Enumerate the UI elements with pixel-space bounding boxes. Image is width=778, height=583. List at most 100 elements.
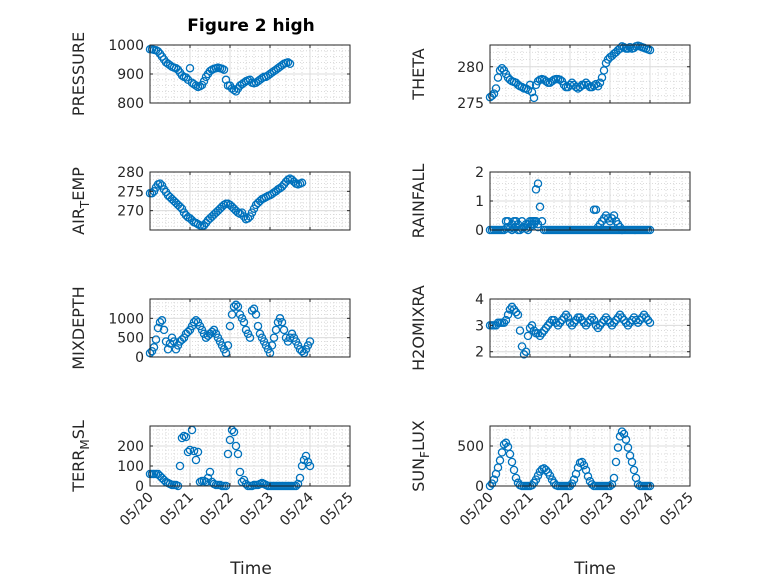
data-point xyxy=(533,471,543,480)
data-point xyxy=(527,87,537,97)
data-point xyxy=(645,318,655,327)
data-point xyxy=(535,202,545,212)
data-point xyxy=(585,315,595,325)
data-point xyxy=(501,315,511,325)
y-tick-label: 1000 xyxy=(108,38,144,54)
data-point xyxy=(229,85,239,95)
y-axis-label-rainfall: RAINFALL xyxy=(409,164,428,239)
y-tick-label: 500 xyxy=(457,439,484,455)
y-tick-label: 275 xyxy=(117,184,144,200)
data-point xyxy=(567,479,577,488)
data-point xyxy=(267,341,277,350)
data-point xyxy=(205,467,215,477)
data-point xyxy=(633,480,643,489)
y-axis-label-theta: THETA xyxy=(409,48,428,100)
y-tick-label: 0 xyxy=(135,479,144,495)
data-point xyxy=(155,317,165,327)
data-point xyxy=(155,179,165,188)
data-point xyxy=(513,310,523,320)
data-point xyxy=(219,65,229,74)
y-axis-label-terr-msl: TERRMSL xyxy=(69,420,92,493)
data-point xyxy=(601,313,611,322)
data-point xyxy=(283,58,293,67)
data-point xyxy=(527,480,537,490)
data-point xyxy=(243,214,253,223)
data-point xyxy=(541,77,551,86)
data-point xyxy=(223,449,233,459)
data-point xyxy=(271,325,281,335)
y-tick-label: 1000 xyxy=(108,311,144,327)
data-point xyxy=(191,316,201,325)
data-point xyxy=(233,449,243,459)
subplot-rainfall: 0 1 2 RAINFALL xyxy=(409,164,691,239)
data-point xyxy=(507,302,517,312)
data-point xyxy=(623,443,633,452)
data-point xyxy=(163,345,173,354)
series-air-temp xyxy=(145,174,307,231)
data-point xyxy=(285,59,295,69)
data-point xyxy=(617,313,627,322)
data-point xyxy=(487,91,497,101)
data-point xyxy=(589,315,599,325)
data-point xyxy=(499,318,509,327)
data-point xyxy=(231,300,241,310)
subplot-mixdepth: 0 500 1000 MIXDEPTH xyxy=(69,286,351,370)
data-point xyxy=(251,310,261,319)
data-point xyxy=(505,449,515,459)
figure-title: Figure 2 high xyxy=(187,16,315,36)
data-point xyxy=(587,480,597,489)
data-point xyxy=(297,178,307,188)
data-point xyxy=(613,443,623,452)
data-point xyxy=(627,457,637,467)
data-point xyxy=(579,460,589,470)
data-point xyxy=(189,317,199,327)
data-point xyxy=(185,63,195,73)
data-point xyxy=(305,461,315,471)
data-point xyxy=(609,211,619,220)
data-point xyxy=(183,327,193,337)
data-point xyxy=(545,471,555,480)
data-point xyxy=(583,472,593,481)
data-point xyxy=(541,465,551,475)
data-point xyxy=(253,321,263,331)
y-axis-label-h2omixra: H2OMIXRA xyxy=(409,285,428,371)
series-mixdepth xyxy=(145,300,315,358)
data-point xyxy=(225,435,235,445)
data-point xyxy=(159,325,169,335)
series-theta xyxy=(485,41,655,103)
data-point xyxy=(515,326,525,335)
data-point xyxy=(595,78,605,87)
data-point xyxy=(239,475,249,485)
data-point xyxy=(587,313,597,322)
series-pressure xyxy=(145,45,295,96)
data-point xyxy=(643,315,653,325)
data-point xyxy=(629,465,639,475)
y-axis-label-air-temp: AIRTEMP xyxy=(69,167,92,235)
y-tick-label: 0 xyxy=(475,479,484,495)
data-point xyxy=(191,455,201,465)
data-point xyxy=(617,427,627,436)
data-point xyxy=(569,475,579,484)
axes-box xyxy=(149,171,351,231)
data-point xyxy=(507,457,517,467)
data-point xyxy=(157,316,167,325)
data-point xyxy=(563,313,573,322)
data-point xyxy=(487,479,497,488)
data-point xyxy=(509,465,519,475)
data-point xyxy=(249,304,259,313)
data-point xyxy=(633,318,643,327)
data-point xyxy=(235,467,245,477)
data-point xyxy=(189,446,199,456)
data-point xyxy=(199,221,209,230)
data-point xyxy=(511,307,521,317)
data-point xyxy=(181,432,191,442)
subplot-air-temp: 270 275 280 AIRTEMP xyxy=(69,165,351,235)
data-point xyxy=(181,73,191,82)
data-point xyxy=(517,342,527,351)
data-point xyxy=(295,473,305,483)
x-axis-label-left: Time xyxy=(229,559,272,579)
subplot-theta: 275 280 THETA xyxy=(409,41,691,112)
data-point xyxy=(221,75,231,85)
data-point xyxy=(625,42,635,52)
